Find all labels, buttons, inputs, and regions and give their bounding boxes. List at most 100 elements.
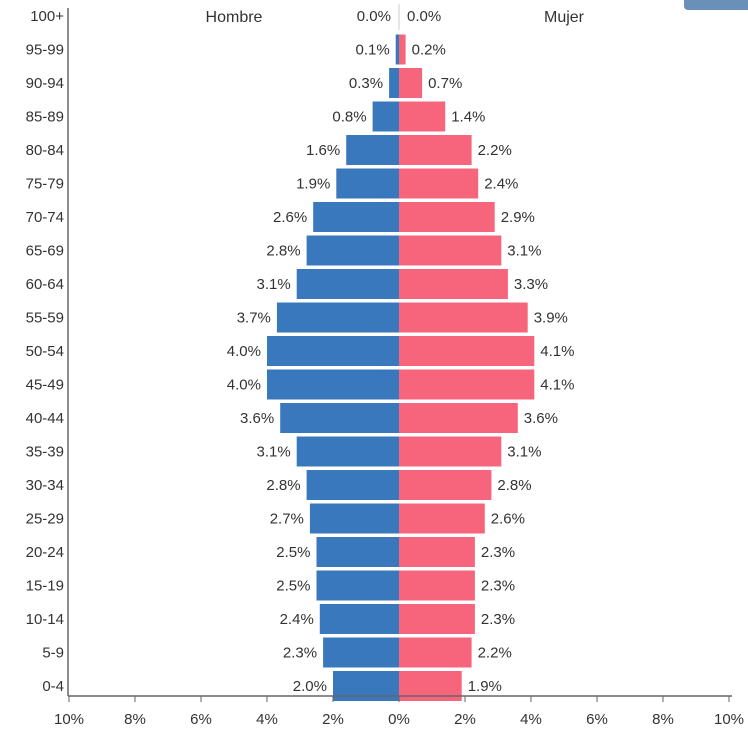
female-value-label: 2.2% [478, 142, 512, 159]
male-bar [336, 168, 399, 199]
male-bar [306, 235, 399, 266]
male-bar [319, 604, 399, 634]
male-value-label: 3.1% [256, 276, 290, 293]
male-value-label: 1.6% [306, 142, 340, 159]
female-value-label: 0.7% [428, 75, 462, 92]
female-bar [399, 537, 475, 567]
male-bar [267, 336, 399, 366]
legend-group: Hombre Mujer [206, 9, 585, 26]
age-label: 65-69 [26, 243, 64, 260]
female-value-label: 2.6% [491, 511, 525, 528]
female-value-label: 3.1% [507, 243, 541, 260]
male-bar [296, 436, 399, 467]
x-tick-label: 8% [124, 711, 146, 728]
male-value-label: 3.7% [237, 310, 271, 327]
x-ticks-group: 10% 8% 6% 4% 2% 0% 2% 4% 6% 8% 10% [54, 4, 744, 728]
x-tick-label: 6% [190, 711, 212, 728]
male-value-label: 0.8% [332, 109, 366, 126]
female-bar [399, 269, 508, 299]
age-label: 85-89 [26, 109, 64, 126]
female-value-label: 1.4% [451, 109, 485, 126]
female-bar [399, 302, 528, 333]
age-label: 35-39 [26, 444, 64, 461]
male-bar [372, 101, 399, 132]
male-bar [267, 369, 399, 400]
male-bar [306, 470, 399, 500]
female-value-label: 3.9% [534, 310, 568, 327]
female-bar [399, 202, 495, 232]
female-value-label: 2.2% [478, 645, 512, 662]
female-bar [399, 436, 502, 467]
male-value-label: 3.1% [256, 444, 290, 461]
female-bar [399, 135, 472, 165]
legend-female-label: Mujer [544, 9, 585, 26]
male-value-label: 2.8% [266, 477, 300, 494]
male-bar [313, 202, 399, 232]
female-value-label: 0.0% [407, 8, 441, 25]
male-bar [395, 34, 399, 65]
x-tick-label: 6% [586, 711, 608, 728]
x-tick-label: 10% [54, 711, 84, 728]
female-value-label: 3.6% [524, 410, 558, 427]
x-tick-label: 2% [322, 711, 344, 728]
male-value-label: 4.0% [227, 377, 261, 394]
female-bar [399, 503, 485, 534]
age-label: 5-9 [42, 645, 64, 662]
age-label: 30-34 [26, 477, 64, 494]
age-label: 10-14 [26, 611, 64, 628]
x-tick-label: 4% [256, 711, 278, 728]
age-label: 20-24 [26, 544, 64, 561]
male-value-label: 2.0% [293, 678, 327, 695]
legend-male-label: Hombre [206, 9, 263, 26]
age-labels-group: 100+ 95-99 90-94 85-89 80-84 75-79 70-74 65-69 6… [26, 8, 65, 695]
female-bar [399, 570, 475, 601]
male-value-label: 3.6% [240, 410, 274, 427]
age-label: 40-44 [26, 410, 64, 427]
female-bar [399, 235, 502, 266]
female-value-label: 2.8% [497, 477, 531, 494]
male-value-label: 4.0% [227, 343, 261, 360]
age-label: 25-29 [26, 511, 64, 528]
female-bar [399, 604, 475, 634]
male-value-label: 2.3% [283, 645, 317, 662]
male-bar [296, 269, 399, 299]
male-bar [346, 135, 399, 165]
female-bar [399, 470, 492, 500]
male-value-label: 2.5% [276, 578, 310, 595]
age-label: 75-79 [26, 176, 64, 193]
female-value-label: 4.1% [540, 377, 574, 394]
female-value-label: 2.3% [481, 578, 515, 595]
female-bar [399, 68, 423, 98]
age-label: 55-59 [26, 310, 64, 327]
male-value-label: 0.0% [357, 8, 391, 25]
male-value-label: 0.3% [349, 75, 383, 92]
male-value-label: 2.7% [270, 511, 304, 528]
male-bar [316, 570, 399, 601]
male-bar [309, 503, 399, 534]
age-label: 15-19 [26, 578, 64, 595]
x-tick-label: 0% [388, 711, 410, 728]
female-bar [399, 168, 479, 199]
female-bars-group [399, 34, 535, 701]
x-tick-label: 2% [454, 711, 476, 728]
x-tick-label: 8% [652, 711, 674, 728]
male-bar [316, 537, 399, 567]
female-value-label: 0.2% [412, 42, 446, 59]
age-label: 70-74 [26, 209, 64, 226]
male-value-label: 2.4% [280, 611, 314, 628]
female-value-label: 3.3% [514, 276, 548, 293]
age-label: 95-99 [26, 42, 64, 59]
male-bars-group [267, 34, 399, 701]
age-label: 45-49 [26, 377, 64, 394]
male-bar [323, 637, 399, 668]
value-labels-group: 0.0% 0.0% 0.1% 0.2% 0.3% 0.7% 0.8% 1.4% 1.6% 2.2%… [227, 8, 575, 695]
female-bar [399, 34, 406, 65]
female-value-label: 4.1% [540, 343, 574, 360]
male-value-label: 1.9% [296, 176, 330, 193]
corner-tab [684, 0, 748, 10]
female-value-label: 1.9% [468, 678, 502, 695]
male-bar [280, 403, 399, 433]
female-value-label: 2.9% [501, 209, 535, 226]
male-value-label: 2.8% [266, 243, 300, 260]
